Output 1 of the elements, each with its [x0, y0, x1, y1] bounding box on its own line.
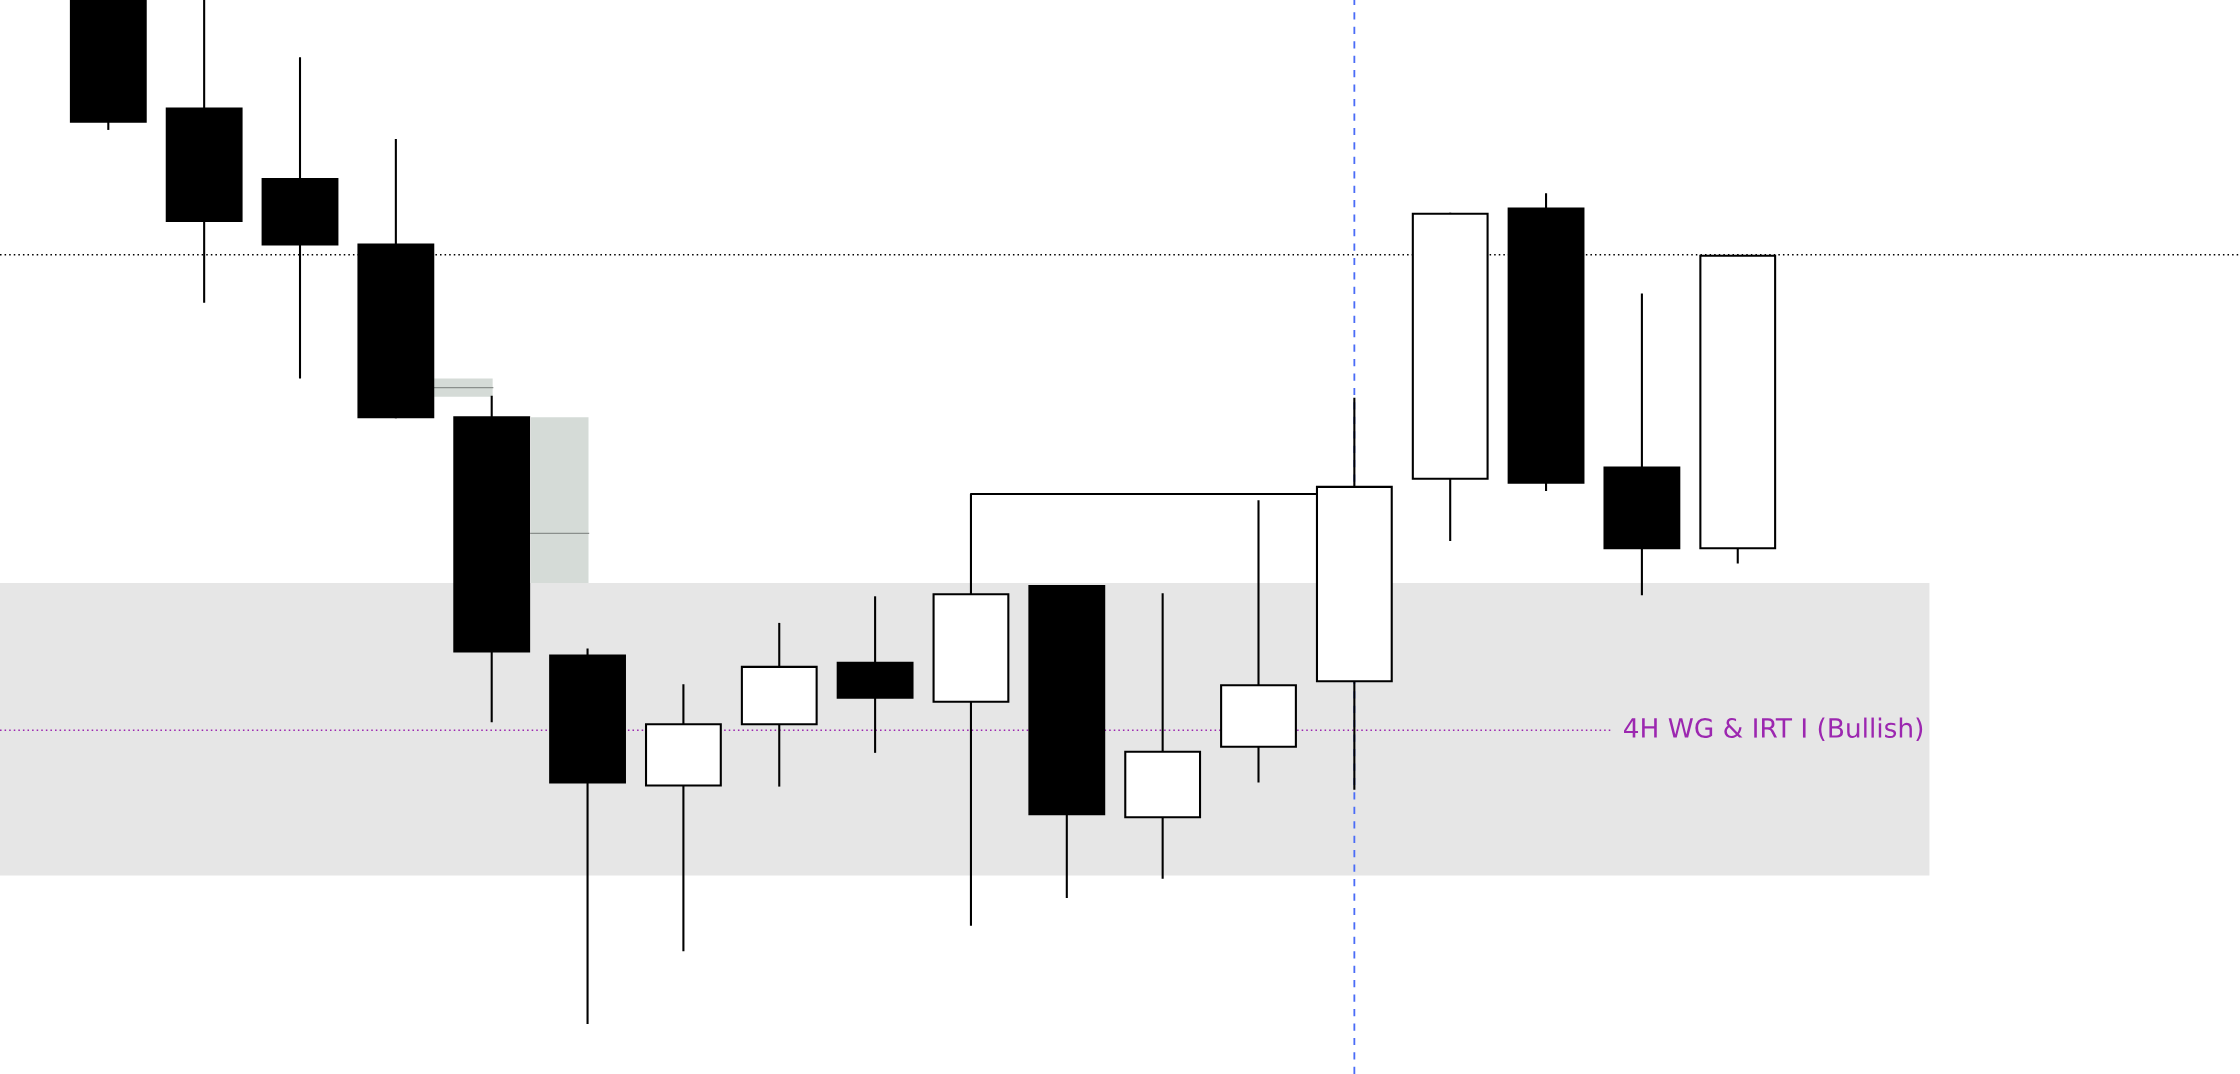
ref-line-label: 4H WG & IRT I (Bullish)	[1624, 717, 1923, 742]
